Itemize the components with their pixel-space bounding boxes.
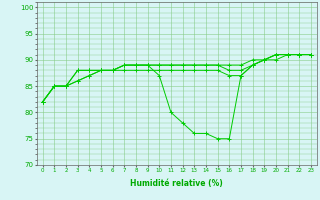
X-axis label: Humidité relative (%): Humidité relative (%) — [131, 179, 223, 188]
